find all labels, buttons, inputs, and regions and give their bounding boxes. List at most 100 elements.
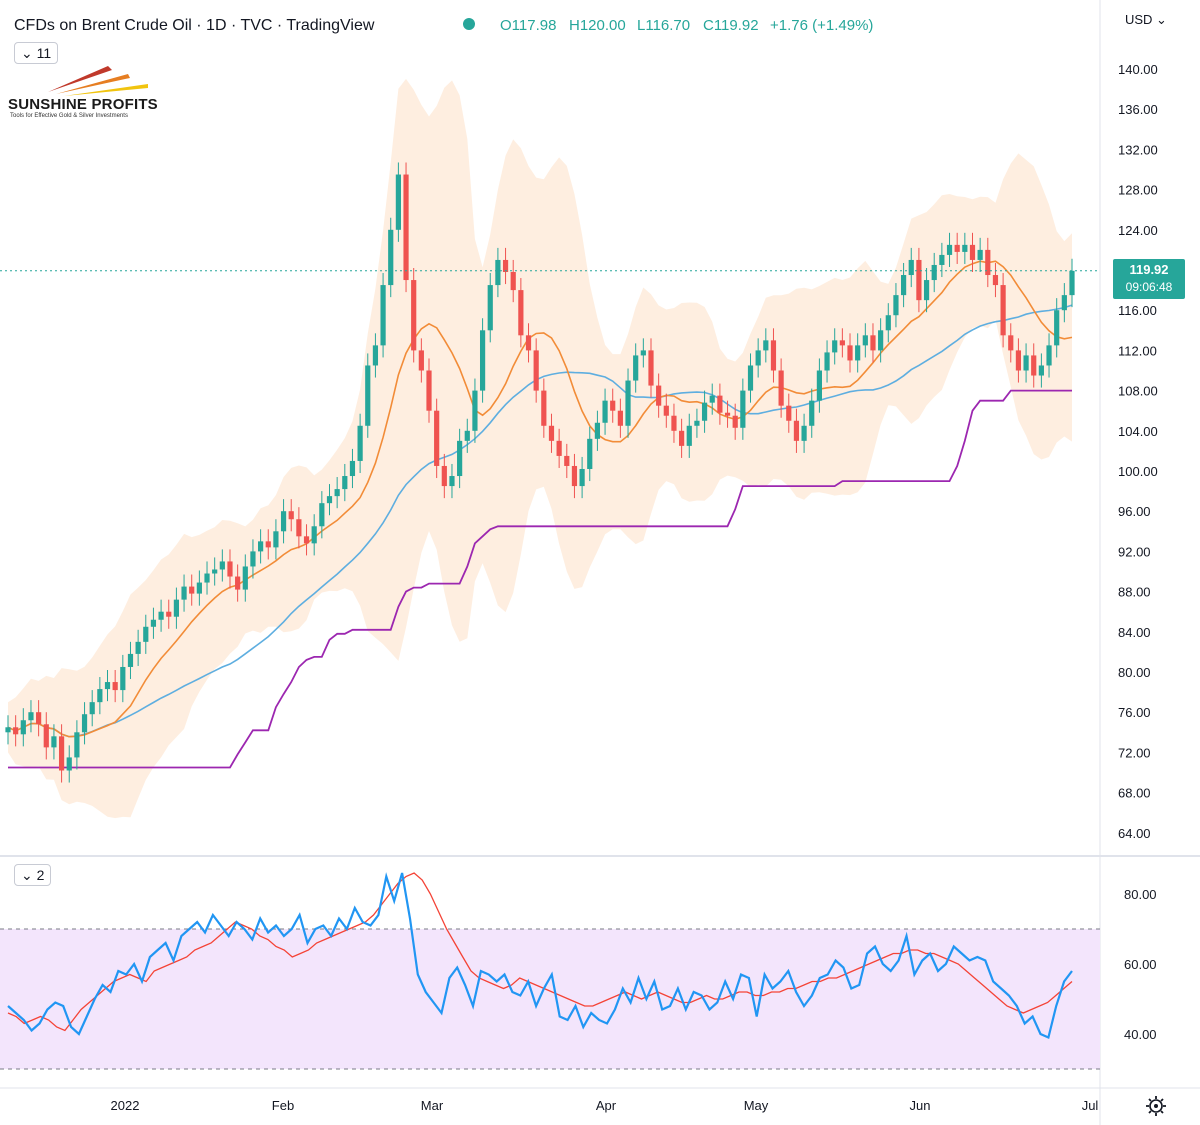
indicators-toggle[interactable]: ⌄ 11 — [14, 42, 59, 64]
candle-body — [556, 440, 562, 456]
candle-body — [51, 736, 57, 748]
moving-average-fast — [7, 260, 1073, 738]
candle-body — [250, 551, 256, 567]
price-tick-label: 96.00 — [1118, 504, 1151, 519]
chevron-down-icon: ⌄ — [21, 867, 33, 883]
candle-body — [931, 264, 937, 281]
date-tick-label: Feb — [272, 1098, 294, 1113]
rsi-line — [7, 872, 1073, 1040]
date-tick-label: Mar — [421, 1098, 444, 1113]
candle-body — [242, 566, 248, 590]
candle-body — [969, 244, 976, 260]
candle-body — [663, 405, 669, 416]
chart-title: CFDs on Brent Crude Oil · 1D · TVC · Tra… — [14, 17, 375, 34]
candle-body — [81, 714, 88, 733]
candle-body — [127, 653, 134, 667]
candle-body — [839, 340, 845, 346]
candle-body — [120, 666, 126, 691]
candle-body — [694, 420, 700, 426]
candle-body — [701, 402, 708, 421]
moving-average-slow — [7, 304, 1073, 738]
candle-body — [365, 365, 371, 426]
candle-body — [173, 599, 180, 617]
candle-body — [449, 476, 455, 487]
candle-body — [732, 415, 738, 428]
candle-body — [862, 335, 868, 346]
candle-body — [395, 174, 401, 230]
candle-body — [342, 476, 348, 490]
candle-body — [74, 732, 80, 758]
candle-body — [219, 561, 225, 570]
candle-body — [686, 425, 692, 446]
ohlc-low: L116.70 — [637, 17, 690, 34]
candle-body — [786, 405, 792, 421]
candle-body — [679, 430, 685, 446]
candle-body — [273, 531, 279, 548]
date-tick-label: May — [744, 1098, 769, 1113]
candle-body — [832, 340, 838, 353]
candle-body — [816, 370, 822, 401]
candle-body — [58, 736, 65, 771]
candle-body — [1054, 310, 1060, 346]
candle-body — [740, 390, 746, 428]
candle-body — [855, 345, 861, 361]
candle-body — [502, 259, 509, 273]
rsi-indicators-toggle[interactable]: ⌄ 2 — [14, 864, 52, 886]
candle-body — [518, 290, 524, 336]
candle-body — [104, 682, 111, 690]
price-tick-label: 124.00 — [1118, 223, 1158, 238]
price-tick-label: 116.00 — [1118, 303, 1157, 318]
candle-body — [280, 511, 287, 532]
candle-body — [89, 702, 95, 715]
candle-body — [150, 619, 157, 627]
candle-body — [962, 244, 968, 252]
candle-body — [954, 244, 960, 252]
candle-body — [495, 259, 501, 286]
candle-body — [587, 438, 593, 469]
candle-body — [357, 425, 363, 461]
candle-body — [770, 340, 777, 371]
candle-body — [1015, 350, 1022, 371]
candle-body — [525, 335, 532, 351]
indicators-count: 11 — [36, 45, 52, 61]
candle-body — [548, 425, 555, 441]
chevron-down-icon: ⌄ — [21, 45, 33, 61]
price-tick-label: 108.00 — [1118, 384, 1158, 399]
candle-body — [893, 295, 899, 316]
candle-body — [625, 380, 631, 426]
candle-body — [847, 345, 853, 361]
candle-body — [923, 280, 930, 301]
candle-body — [671, 415, 677, 431]
chevron-down-icon[interactable]: ⌄ — [1156, 12, 1167, 27]
candle-body — [441, 465, 447, 487]
candle-body — [977, 249, 983, 260]
candle-body — [992, 275, 999, 286]
price-tick-label: 84.00 — [1118, 625, 1151, 640]
candle-body — [1023, 355, 1029, 371]
candle-body — [97, 689, 103, 703]
rsi-band — [0, 929, 1100, 1069]
price-tick-label: 68.00 — [1118, 786, 1151, 801]
candle-body — [985, 249, 991, 276]
price-tick-label: 100.00 — [1118, 464, 1158, 479]
candle-body — [36, 712, 42, 725]
candle-body — [594, 422, 601, 439]
currency-label[interactable]: USD — [1125, 12, 1152, 27]
candle-body — [13, 727, 19, 735]
candle-body — [426, 370, 432, 411]
price-tick-label: 80.00 — [1118, 665, 1151, 680]
rsi-indicators-count: 2 — [36, 867, 45, 883]
date-tick-label: 2022 — [111, 1098, 140, 1113]
gear-icon[interactable] — [1146, 1096, 1166, 1116]
candle-body — [296, 519, 302, 537]
candle-body — [212, 569, 218, 574]
candle-body — [349, 460, 356, 477]
candle-body — [189, 586, 195, 594]
candle-body — [326, 496, 333, 504]
candle-body — [939, 254, 945, 265]
candle-body — [196, 582, 202, 594]
trailing-stop-line — [8, 389, 1072, 769]
candle-body — [319, 503, 325, 527]
candle-body — [763, 340, 769, 351]
